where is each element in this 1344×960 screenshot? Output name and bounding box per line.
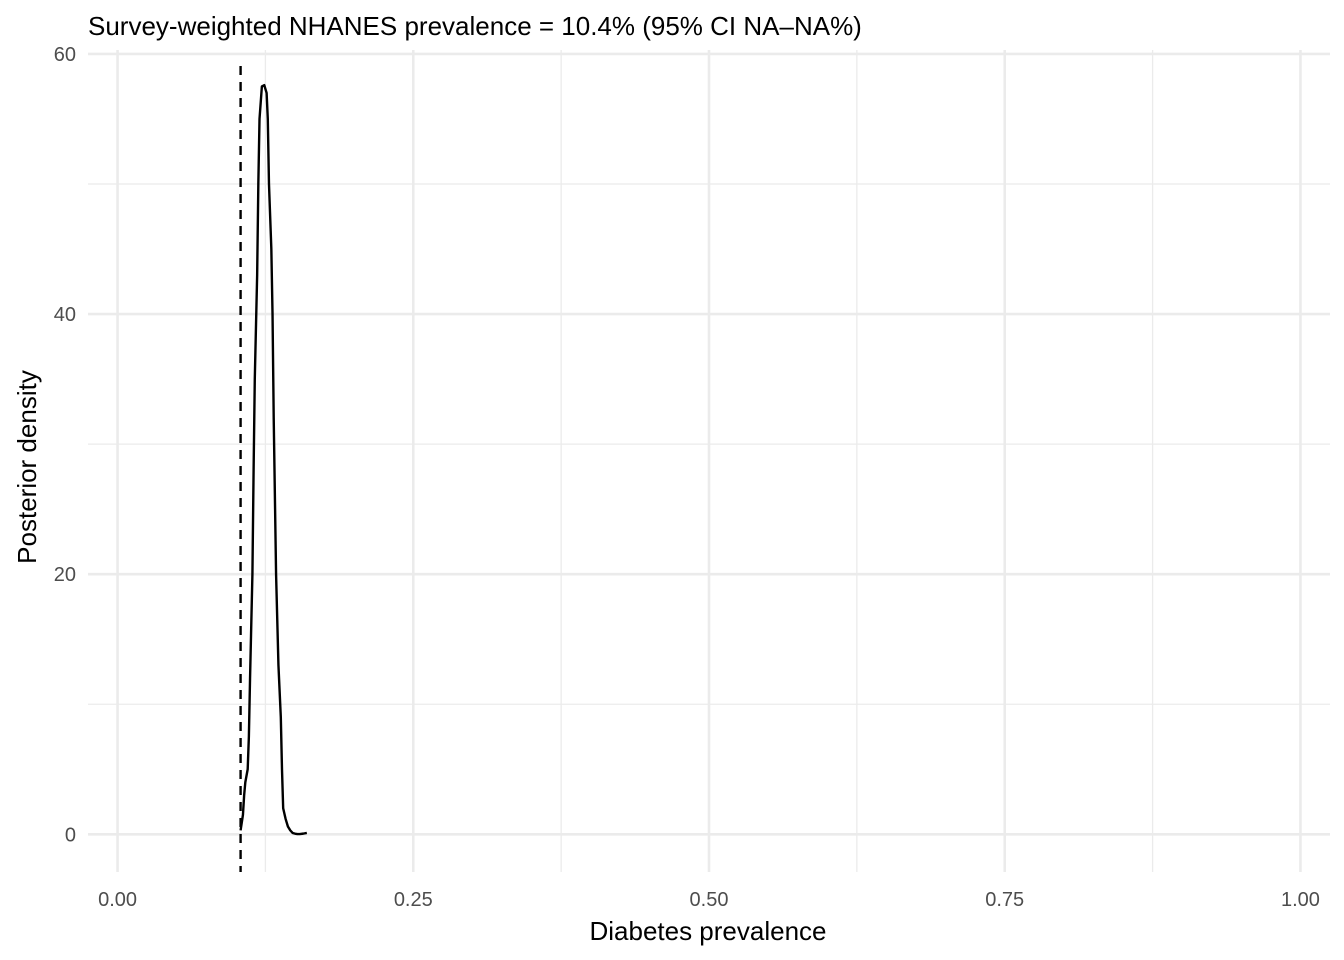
- y-tick-label: 0: [65, 824, 76, 846]
- x-tick-label: 0.50: [690, 889, 729, 911]
- x-tick-label: 0.25: [394, 889, 433, 911]
- x-tick-label: 0.00: [98, 889, 137, 911]
- y-axis-title: Posterior density: [12, 370, 42, 564]
- x-axis-title: Diabetes prevalence: [589, 916, 826, 946]
- series-layer: [239, 83, 308, 836]
- y-tick-label: 40: [54, 304, 76, 326]
- x-tick-label: 0.75: [985, 889, 1024, 911]
- y-tick-label: 60: [54, 44, 76, 66]
- density-curve: [239, 83, 308, 836]
- grid-layer: [88, 50, 1330, 872]
- x-tick-label: 1.00: [1281, 889, 1320, 911]
- y-tick-label: 20: [54, 564, 76, 586]
- tick-labels: 0.00 0.25 0.50 0.75 1.00 0 20 40 60: [54, 44, 1320, 911]
- chart-title: Survey-weighted NHANES prevalence = 10.4…: [88, 11, 862, 41]
